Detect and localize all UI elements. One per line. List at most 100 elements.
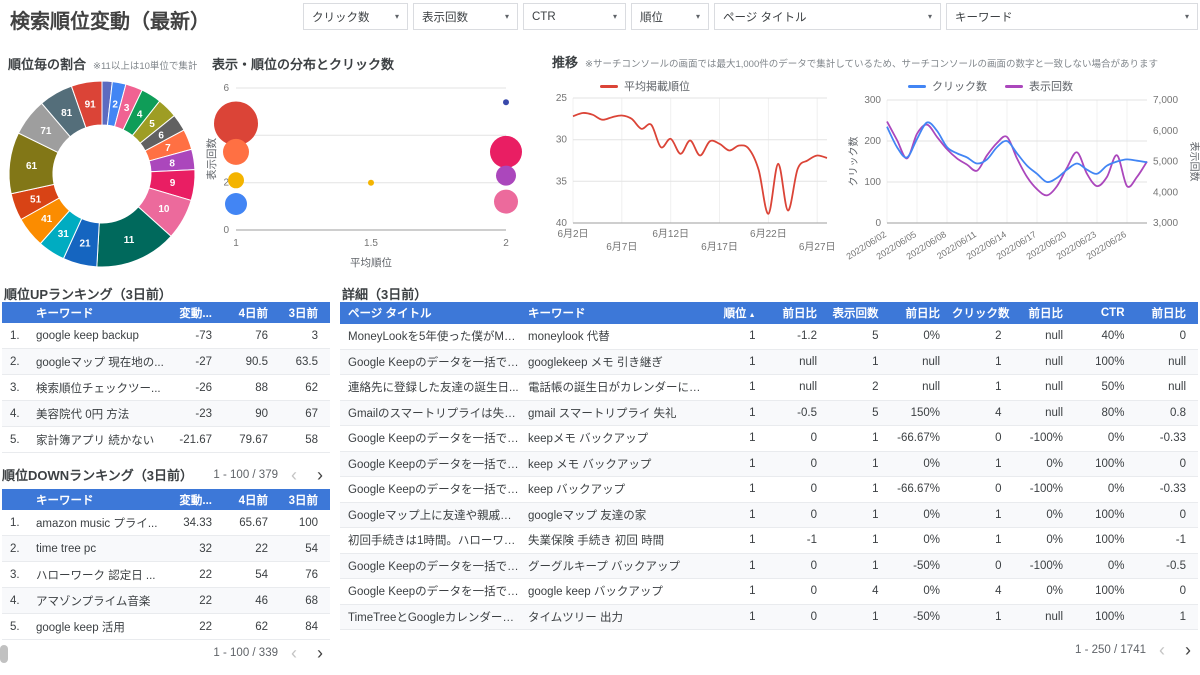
donut-segment[interactable] <box>70 80 103 129</box>
col-header-page-title[interactable]: ページ タイトル <box>348 308 432 320</box>
pagination-range: 1 - 100 / 379 <box>213 468 278 481</box>
value-cell: 0% <box>923 508 940 521</box>
filter-label: CTR <box>532 10 556 23</box>
donut-label: 61 <box>26 161 38 172</box>
table-row[interactable]: Google Keepのデータを一括でバ... keepメモ バックアップ 1 0 1 -… <box>340 426 1198 452</box>
col-header-keyword[interactable]: キーワード <box>36 494 94 507</box>
chevron-right-icon[interactable]: › <box>1185 640 1191 660</box>
chevron-left-icon[interactable]: ‹ <box>291 643 297 663</box>
value-cell: null <box>799 381 817 394</box>
col-header-clicks-dod[interactable]: 前日比 <box>1028 308 1064 320</box>
table-row[interactable]: 3. 検索順位チェックツー... -26 88 62 <box>2 375 330 401</box>
bubble-point[interactable] <box>223 138 249 165</box>
col-header-3days[interactable]: 3日前 <box>288 307 318 320</box>
value-cell: 54 <box>305 542 318 555</box>
filter-keyword[interactable]: キーワード ▾ <box>946 3 1198 30</box>
col-header-3days[interactable]: 3日前 <box>288 494 318 507</box>
text-cell: google keep バックアップ <box>528 586 663 599</box>
filter-page-title[interactable]: ページ タイトル ▾ <box>714 3 941 30</box>
chevron-left-icon[interactable]: ‹ <box>1159 640 1165 660</box>
table-row[interactable]: Googleマップ上に友達や親戚の... googleマップ 友達の家 1 0 1 0% 1… <box>340 502 1198 528</box>
table-row[interactable]: 1. google keep backup -73 76 3 <box>2 323 330 349</box>
bubble-point[interactable] <box>214 101 258 146</box>
col-header-impressions-dod[interactable]: 前日比 <box>905 308 941 320</box>
bubble-point[interactable] <box>503 99 509 106</box>
bubble-point[interactable] <box>490 135 522 168</box>
col-header-keyword[interactable]: キーワード <box>36 307 94 320</box>
chevron-right-icon[interactable]: › <box>317 643 323 663</box>
filter-impressions[interactable]: 表示回数 ▾ <box>413 3 518 30</box>
filter-rank[interactable]: 順位 ▾ <box>631 3 709 30</box>
col-header-clicks[interactable]: クリック数 <box>952 308 1010 320</box>
col-header-keyword[interactable]: キーワード <box>528 308 586 320</box>
table-row[interactable]: Google Keepのデータを一括でバ... googlekeep メモ 引き継… <box>340 349 1198 375</box>
chevron-down-icon: ▾ <box>612 12 617 21</box>
text-cell: Google Keepのデータを一括でバ... <box>348 356 520 369</box>
value-cell: 65.67 <box>239 516 268 529</box>
axis-tick-label: 2 <box>503 238 509 249</box>
value-cell: 1 <box>749 457 756 470</box>
table-row[interactable]: 連絡先に登録した友達の誕生日... 電話帳の誕生日がカレンダーに反映さ... 1 nu… <box>340 375 1198 401</box>
value-cell: -100% <box>1029 559 1063 572</box>
table-row[interactable]: 5. 家計簿アプリ 続かない -21.67 79.67 58 <box>2 427 330 453</box>
table-row[interactable]: 4. アマゾンプライム音楽 22 46 68 <box>2 588 330 614</box>
col-header-rank[interactable]: 順位 ▲ <box>706 305 768 321</box>
col-header-ctr-dod[interactable]: 前日比 <box>1151 308 1187 320</box>
text-cell: TimeTreeとGoogleカレンダーを... <box>348 611 520 624</box>
bubble-point[interactable] <box>496 165 516 186</box>
up-ranking-title: 順位UPランキング（3日前） <box>4 287 172 302</box>
bubble-point[interactable] <box>225 193 247 215</box>
scrollbar-thumb[interactable] <box>0 645 8 663</box>
table-row[interactable]: 初回手続きは1時間。ハローワー... 失業保険 手続き 初回 時間 1 -1 1 0% 1 0… <box>340 528 1198 554</box>
table-row[interactable]: MoneyLookを5年使った僕がMon... moneylook 代替 1 -1.2… <box>340 324 1198 350</box>
col-header-4days[interactable]: 4日前 <box>238 307 268 320</box>
table-row[interactable]: 2. time tree pc 32 22 54 <box>2 536 330 562</box>
value-cell: 3 <box>311 329 318 342</box>
value-cell: 0% <box>1046 508 1063 521</box>
col-header-label: 順位 <box>723 308 747 320</box>
chevron-left-icon[interactable]: ‹ <box>291 464 297 485</box>
value-cell: 1 <box>749 330 756 343</box>
table-row[interactable]: TimeTreeとGoogleカレンダーを... タイムツリー 出力 1 0 1 -50%… <box>340 604 1198 630</box>
detail-table: ページ タイトル キーワード 順位 ▲ 前日比 表示回数 前日比 クリック数 前日… <box>340 302 1198 630</box>
filter-clicks[interactable]: クリック数 ▾ <box>303 3 408 30</box>
value-cell: 1 <box>749 381 756 394</box>
col-header-4days[interactable]: 4日前 <box>238 494 268 507</box>
chevron-right-icon[interactable]: › <box>317 464 323 485</box>
table-row[interactable]: Gmailのスマートリプライは失礼... gmail スマートリプライ 失礼 1 -0… <box>340 400 1198 426</box>
value-cell: 100% <box>1095 534 1125 547</box>
bubble-point[interactable] <box>494 189 518 214</box>
table-row[interactable]: Google Keepのデータを一括でバ... keep バックアップ 1 0 1 -66… <box>340 477 1198 503</box>
table-row[interactable]: Google Keepのデータを一括でバ... keep メモ バックアップ 1 0 1… <box>340 451 1198 477</box>
table-row[interactable]: 3. ハローワーク 認定日 ... 22 54 76 <box>2 562 330 588</box>
table-body: 1. amazon music プライ... 34.33 65.67 100 2. time… <box>2 510 330 640</box>
col-header-ctr[interactable]: CTR <box>1100 307 1125 319</box>
table-row[interactable]: 2. googleマップ 現在地の... -27 90.5 63.5 <box>2 349 330 375</box>
table-row[interactable]: 4. 美容院代 0円 方法 -23 90 67 <box>2 401 330 427</box>
value-cell: 34.33 <box>183 516 212 529</box>
value-cell: 1 <box>749 406 756 419</box>
table-row[interactable]: Google Keepのデータを一括でバ... google keep バックアッ… <box>340 579 1198 605</box>
axis-tick-label: 35 <box>556 176 568 187</box>
axis-tick-label: 6月22日 <box>750 228 787 240</box>
bubble-point[interactable] <box>228 172 244 189</box>
bubble-point[interactable] <box>368 179 374 186</box>
value-cell: 0% <box>1046 457 1063 470</box>
col-header-rank-dod[interactable]: 前日比 <box>782 308 818 320</box>
text-cell: Google Keepのデータを一括でバ... <box>348 484 520 497</box>
value-cell: 46 <box>255 594 268 607</box>
axis-tick-label: 25 <box>556 93 568 104</box>
table-row[interactable]: 5. google keep 活用 22 62 84 <box>2 614 330 640</box>
filter-ctr[interactable]: CTR ▾ <box>523 3 626 30</box>
col-header-change[interactable]: 変動... <box>179 494 212 507</box>
table-row[interactable]: 1. amazon music プライ... 34.33 65.67 100 <box>2 510 330 536</box>
text-cell: 電話帳の誕生日がカレンダーに反映さ... <box>528 382 706 395</box>
axis-tick-label: 7,000 <box>1153 95 1178 106</box>
legend-item-clicks[interactable]: クリック数 <box>908 78 987 94</box>
text-cell: 連絡先に登録した友達の誕生日... <box>348 382 519 395</box>
col-header-change[interactable]: 変動... <box>179 307 212 320</box>
value-cell: null <box>1045 355 1063 368</box>
table-row[interactable]: Google Keepのデータを一括でバ... グーグルキープ バックアップ 1 0 1… <box>340 553 1198 579</box>
col-header-impressions[interactable]: 表示回数 <box>832 308 879 320</box>
legend-item-impressions[interactable]: 表示回数 <box>1005 78 1073 94</box>
